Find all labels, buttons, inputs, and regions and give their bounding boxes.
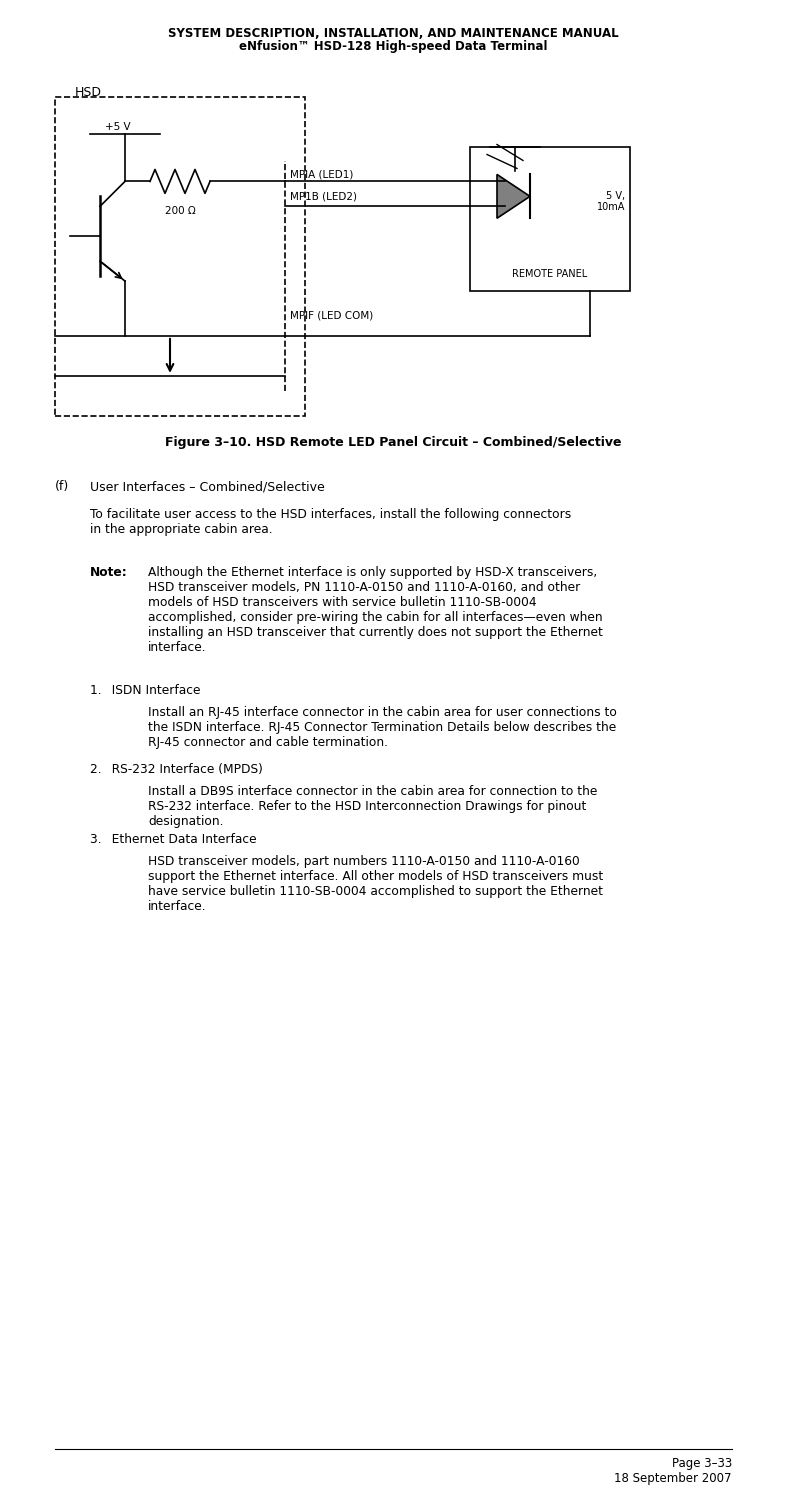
Text: User Interfaces – Combined/Selective: User Interfaces – Combined/Selective [90, 480, 325, 494]
Text: REMOTE PANEL: REMOTE PANEL [512, 269, 588, 279]
Text: Although the Ethernet interface is only supported by HSD-X transceivers,
HSD tra: Although the Ethernet interface is only … [148, 565, 603, 653]
FancyBboxPatch shape [470, 146, 630, 291]
Polygon shape [497, 175, 530, 218]
Text: Install a DB9S interface connector in the cabin area for connection to the
RS-23: Install a DB9S interface connector in th… [148, 785, 597, 828]
Text: eNfusion™ HSD-128 High-speed Data Terminal: eNfusion™ HSD-128 High-speed Data Termin… [239, 40, 548, 52]
Text: Page 3–33
18 September 2007: Page 3–33 18 September 2007 [615, 1458, 732, 1485]
Text: (f): (f) [55, 480, 69, 494]
Text: To facilitate user access to the HSD interfaces, install the following connector: To facilitate user access to the HSD int… [90, 509, 571, 536]
Text: 200 Ω: 200 Ω [165, 206, 196, 216]
Text: SYSTEM DESCRIPTION, INSTALLATION, AND MAINTENANCE MANUAL: SYSTEM DESCRIPTION, INSTALLATION, AND MA… [168, 27, 619, 40]
Text: MPIF (LED COM): MPIF (LED COM) [290, 310, 373, 321]
Text: 5 V,
10mA: 5 V, 10mA [597, 191, 625, 212]
Text: MPIA (LED1): MPIA (LED1) [290, 170, 353, 179]
Text: +5 V: +5 V [105, 121, 131, 131]
FancyBboxPatch shape [55, 97, 305, 416]
Text: Install an RJ-45 interface connector in the cabin area for user connections to
t: Install an RJ-45 interface connector in … [148, 706, 617, 749]
Text: Note:: Note: [90, 565, 127, 579]
Text: HSD transceiver models, part numbers 1110-A-0150 and 1110-A-0160
support the Eth: HSD transceiver models, part numbers 111… [148, 855, 604, 913]
Text: 2.  RS-232 Interface (MPDS): 2. RS-232 Interface (MPDS) [90, 764, 263, 776]
Text: HSD: HSD [75, 85, 102, 98]
Text: 3.  Ethernet Data Interface: 3. Ethernet Data Interface [90, 833, 257, 846]
Text: MP1B (LED2): MP1B (LED2) [290, 191, 357, 201]
Text: 1.  ISDN Interface: 1. ISDN Interface [90, 683, 201, 697]
Text: Figure 3–10. HSD Remote LED Panel Circuit – Combined/Selective: Figure 3–10. HSD Remote LED Panel Circui… [165, 436, 622, 449]
